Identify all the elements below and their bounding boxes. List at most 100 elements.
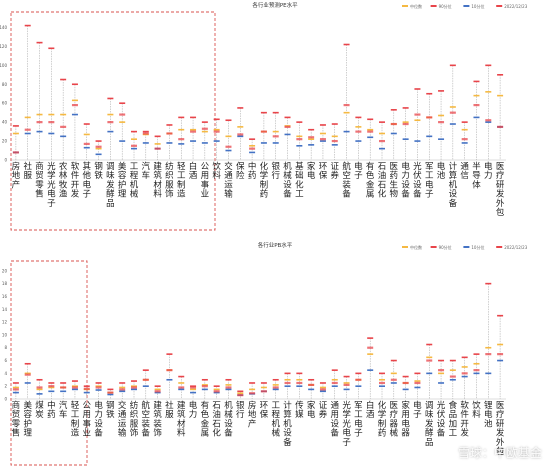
pb-median-marker: [485, 346, 492, 349]
pb-category-label: 煤炭: [35, 400, 44, 420]
pe-category-label: 环保: [319, 162, 328, 181]
pe-current-marker: [60, 125, 67, 128]
pb-legend-label: 10分位: [471, 244, 484, 250]
pe-median-marker: [485, 91, 492, 93]
watermark: 雪球：中欧基金: [458, 442, 542, 461]
pe-current-marker: [83, 142, 90, 146]
pb-y-tick-label: 20: [2, 268, 8, 273]
pb-title: 各行业PB水平: [258, 241, 293, 249]
pb-current-marker: [449, 375, 456, 378]
pe-median-marker: [367, 128, 374, 131]
pe-category-label: 通信: [460, 161, 469, 181]
pe-p90-marker: [107, 97, 114, 100]
pe-p90-marker: [142, 130, 149, 133]
pe-y-tick-label: 80: [2, 82, 8, 87]
pe-p90-marker: [331, 123, 338, 125]
pb-p90-marker: [48, 382, 55, 384]
pb-category-label: 建筑材料: [177, 400, 186, 439]
pe-median-marker: [497, 94, 504, 97]
pe-current-marker: [390, 122, 397, 126]
pb-category-label: 汽车: [59, 400, 68, 420]
pb-y-tick-label: 18: [2, 281, 8, 286]
pe-category-label: 家电: [307, 161, 316, 181]
pe-current-marker: [71, 103, 78, 107]
pb-p10-marker: [24, 382, 31, 384]
pe-median-marker: [71, 99, 78, 102]
pb-p90-marker: [249, 382, 256, 384]
pe-chart: 各行业预测PE水平 中位数 90分位 10分位 2022/12/23 0 20 40 60 80 1…: [0, 1, 528, 231]
pb-current-marker: [107, 391, 114, 394]
pe-p10-marker: [485, 121, 492, 123]
pb-current-marker: [71, 386, 78, 389]
pe-category-label: 社服: [23, 161, 32, 181]
pe-category-label: 保险: [236, 161, 245, 181]
pb-p90-marker: [12, 382, 19, 384]
pb-category-label: 钢铁: [106, 400, 115, 420]
pb-current-marker: [142, 378, 149, 381]
pb-p10-marker: [119, 390, 126, 393]
pe-current-marker: [284, 125, 291, 128]
pb-median-marker: [48, 386, 55, 389]
pb-p10-marker: [154, 391, 161, 394]
pb-p90-marker: [414, 372, 421, 375]
pb-p10-marker: [131, 388, 137, 391]
pb-legend-swatch: [430, 246, 437, 248]
pe-p90-marker: [60, 78, 67, 81]
pe-p90-marker: [213, 118, 220, 121]
pb-current-marker: [213, 390, 220, 393]
pb-p90-marker: [213, 385, 220, 387]
pb-median-marker: [473, 362, 480, 365]
pe-current-marker: [260, 130, 267, 133]
pe-current-marker: [402, 122, 409, 126]
pb-median-marker: [497, 343, 504, 346]
pb-current-marker: [308, 383, 315, 386]
pe-p90-marker: [131, 130, 137, 133]
pe-p10-marker: [390, 132, 397, 135]
pb-p10-marker: [414, 386, 421, 389]
pb-current-marker: [154, 390, 161, 393]
pe-current-marker: [142, 132, 149, 135]
pe-current-marker: [497, 125, 504, 128]
pb-legend-label: 90分位: [439, 244, 452, 250]
pb-p90-marker: [390, 359, 397, 362]
pe-median-marker: [225, 135, 232, 138]
pb-current-marker: [497, 353, 504, 356]
pe-legend-swatch: [430, 5, 437, 7]
pe-category-label: 中药: [248, 161, 257, 181]
pb-median-marker: [331, 378, 338, 381]
pb-p90-marker: [83, 385, 90, 387]
pe-median-marker: [331, 135, 338, 138]
pb-p10-marker: [449, 378, 456, 381]
pe-p90-marker: [95, 140, 102, 142]
pb-p90-marker: [308, 378, 315, 381]
pb-p90-marker: [438, 359, 445, 362]
pe-p90-marker: [319, 124, 326, 126]
pe-p10-marker: [402, 138, 409, 140]
pe-category-label: 有色金属: [366, 161, 375, 200]
pe-p10-marker: [367, 136, 374, 139]
pe-current-marker: [296, 138, 303, 141]
pe-p90-marker: [225, 119, 232, 122]
pe-category-label: 美容护理: [118, 161, 127, 200]
pe-category-label: 机械设备: [283, 161, 292, 200]
pe-median-marker: [12, 132, 19, 135]
pb-category-label: 电子: [413, 400, 422, 420]
pb-current-marker: [249, 392, 256, 395]
pe-p10-marker: [48, 132, 55, 135]
pb-p90-marker: [379, 372, 385, 375]
pb-p10-marker: [201, 388, 208, 391]
pb-y-tick-label: 4: [4, 371, 7, 376]
pe-category-label: 钢铁: [94, 161, 103, 181]
pe-p90-marker: [355, 116, 362, 119]
pb-p90-marker: [402, 375, 409, 378]
pb-median-marker: [213, 388, 220, 391]
pb-median-marker: [154, 388, 161, 391]
pe-p90-marker: [473, 80, 480, 83]
pe-category-label: 电池: [437, 161, 446, 181]
pb-median-marker: [379, 378, 385, 381]
pb-current-marker: [414, 381, 421, 385]
pe-current-marker: [438, 121, 445, 124]
pb-current-marker: [166, 369, 173, 372]
pe-p90-marker: [260, 111, 267, 114]
pe-p90-marker: [343, 43, 350, 46]
